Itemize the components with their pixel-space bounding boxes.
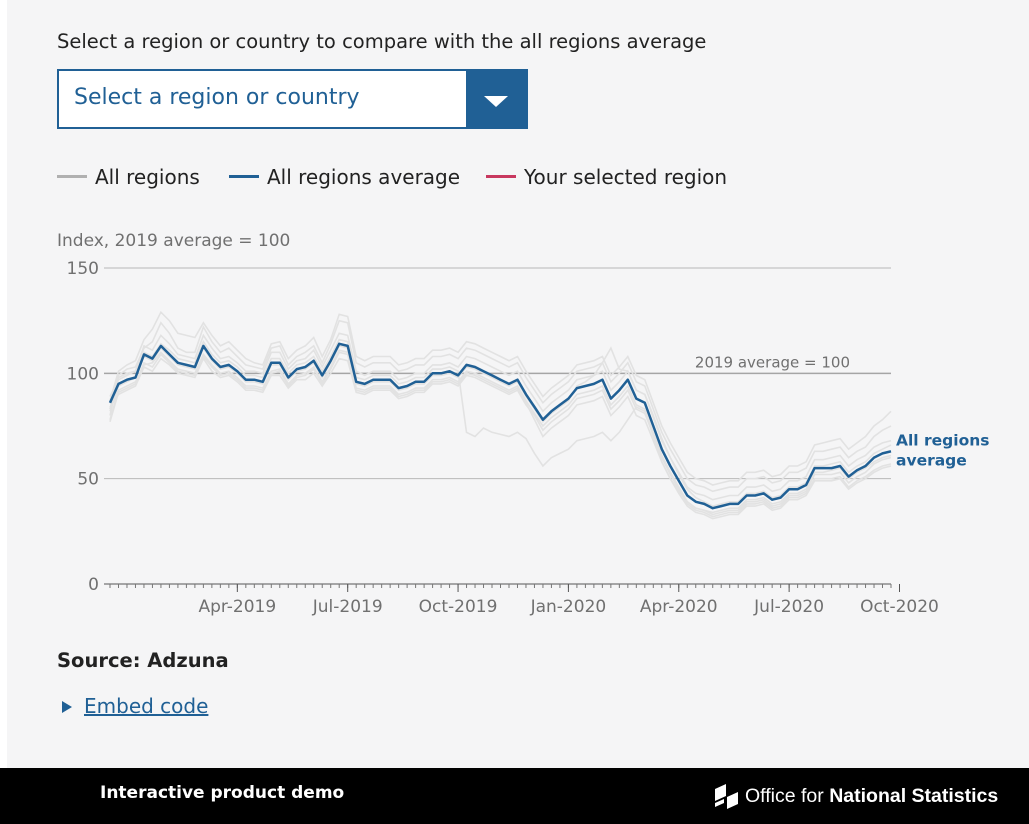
region-series-line	[109, 319, 892, 493]
region-series-line	[109, 310, 892, 486]
line-chart: Index, 2019 average = 100 0 50 150 100 2019 a…	[57, 231, 990, 617]
legend-item-average: All regions average	[229, 165, 460, 189]
legend-item-selected-region: Your selected region	[486, 165, 727, 189]
legend-swatch	[229, 175, 259, 178]
region-select[interactable]: Select a region or country	[57, 69, 528, 129]
x-tick-label: Apr-2019	[198, 597, 276, 617]
footer-bar: Interactive product demo Office for Nati…	[0, 768, 1029, 824]
x-tick-label: Oct-2020	[860, 597, 939, 617]
region-series-line	[109, 338, 892, 514]
region-select-value: Select a region or country	[74, 85, 360, 110]
average-end-label: average	[896, 451, 967, 469]
legend-label: All regions	[95, 165, 200, 189]
y-tick-label: 150	[67, 259, 99, 279]
average-series-line	[108, 342, 892, 510]
chevron-down-icon	[484, 96, 508, 107]
dropdown-button[interactable]	[466, 71, 526, 127]
triangle-right-icon	[62, 701, 72, 713]
y-tick-label: 100	[67, 364, 99, 384]
region-series-line	[109, 344, 892, 507]
region-series-line	[109, 332, 892, 501]
embed-code-toggle[interactable]: Embed code	[62, 694, 208, 718]
region-series-line	[109, 349, 892, 516]
reference-line-label: 2019 average = 100	[695, 353, 850, 371]
ons-wordmark: Office for National Statistics	[745, 785, 998, 808]
x-tick-label: Jan-2020	[530, 597, 607, 617]
legend-swatch	[57, 175, 87, 178]
y-tick-label: 0	[88, 575, 99, 595]
legend-swatch	[486, 175, 516, 178]
prompt-text: Select a region or country to compare wi…	[57, 30, 707, 53]
ons-wordmark-bold: National Statistics	[829, 785, 999, 807]
source-note: Source: Adzuna	[57, 649, 229, 672]
legend-item-all-regions: All regions	[57, 165, 200, 189]
average-end-label: All regions	[896, 431, 990, 449]
x-tick-label: Oct-2019	[419, 597, 498, 617]
x-tick-label: Jul-2020	[753, 597, 824, 617]
legend-label: All regions average	[267, 165, 461, 189]
ons-logo-icon	[715, 784, 738, 809]
y-axis-label: Index, 2019 average = 100	[57, 231, 290, 251]
legend-label: Your selected region	[524, 165, 728, 189]
x-tick-label: Jul-2019	[312, 597, 383, 617]
embed-code-link[interactable]: Embed code	[84, 694, 209, 718]
y-tick-label: 50	[77, 470, 99, 490]
region-series-line	[109, 351, 892, 520]
footer-demo-label: Interactive product demo	[100, 783, 345, 803]
ons-wordmark-light: Office for	[745, 785, 824, 807]
region-series-line	[109, 356, 892, 518]
x-tick-label: Apr-2020	[640, 597, 718, 617]
